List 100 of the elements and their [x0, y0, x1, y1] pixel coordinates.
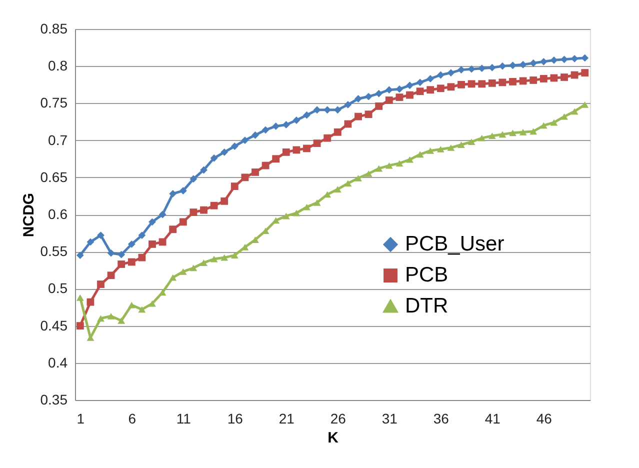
point — [220, 197, 228, 205]
x-tick-label: 46 — [536, 410, 552, 426]
point — [458, 66, 465, 74]
point — [530, 128, 538, 135]
point — [570, 71, 578, 79]
point — [158, 289, 166, 296]
point — [313, 106, 321, 114]
point — [179, 218, 187, 226]
point — [158, 238, 166, 246]
point — [426, 147, 434, 154]
point — [241, 136, 249, 144]
x-tick-label: 16 — [227, 410, 244, 426]
y-tick-label: 0.7 — [48, 132, 68, 148]
y-axis-title: NCDG — [20, 192, 38, 238]
point — [426, 86, 434, 94]
x-tick-label: 11 — [176, 410, 192, 426]
x-tick-label: 31 — [382, 410, 398, 426]
point — [570, 108, 578, 115]
point — [138, 254, 146, 262]
y-tick-label: 0.35 — [40, 392, 68, 408]
point — [550, 119, 558, 126]
x-axis-title: K — [328, 430, 339, 446]
point — [252, 131, 259, 139]
point — [406, 91, 414, 99]
point — [540, 122, 548, 129]
point — [97, 315, 104, 322]
point — [230, 252, 238, 259]
point — [118, 260, 126, 268]
point — [550, 74, 558, 82]
point — [128, 302, 136, 308]
point — [468, 138, 476, 145]
point — [262, 162, 270, 170]
point — [282, 121, 290, 128]
point — [385, 86, 393, 94]
point — [498, 62, 506, 70]
y-tick-label: 0.75 — [40, 94, 68, 111]
point — [169, 274, 177, 281]
point — [128, 258, 136, 266]
point — [416, 78, 424, 86]
point — [488, 132, 496, 140]
point — [426, 75, 434, 82]
point — [375, 165, 383, 172]
point — [292, 146, 300, 154]
y-tick-label: 0.6 — [48, 206, 68, 222]
point — [385, 96, 393, 104]
x-tick-label: 36 — [433, 410, 450, 426]
point — [282, 148, 290, 156]
point — [447, 144, 455, 151]
point — [118, 250, 126, 258]
point — [107, 272, 115, 280]
point — [179, 187, 187, 194]
point — [560, 56, 568, 64]
y-tick-label: 0.4 — [48, 354, 68, 370]
point — [303, 204, 310, 210]
point — [344, 100, 352, 108]
legend-label: DTR — [405, 294, 448, 318]
point — [468, 80, 476, 88]
point — [97, 232, 104, 239]
point — [313, 140, 321, 147]
point — [581, 101, 589, 108]
point — [190, 208, 198, 216]
point — [148, 240, 156, 248]
point — [344, 180, 352, 187]
y-tick-label: 0.8 — [48, 58, 68, 74]
point — [509, 130, 516, 136]
point — [530, 76, 538, 84]
point — [519, 60, 527, 68]
point — [324, 134, 332, 142]
point — [190, 264, 198, 272]
point — [354, 174, 362, 182]
point — [334, 186, 342, 192]
point — [200, 260, 208, 266]
legend-label: PCB_User — [405, 232, 504, 256]
point — [158, 210, 166, 218]
point — [509, 78, 516, 86]
point — [230, 142, 238, 150]
y-tick-label: 0.5 — [48, 280, 68, 296]
point — [447, 83, 455, 91]
point — [478, 80, 486, 88]
point — [406, 82, 414, 90]
point — [97, 280, 104, 288]
point — [488, 79, 496, 87]
point — [313, 199, 321, 206]
y-tick-label: 0.55 — [40, 243, 68, 260]
point — [241, 174, 249, 182]
point — [138, 232, 146, 239]
point — [210, 154, 218, 162]
point — [560, 113, 568, 120]
point — [396, 85, 404, 93]
point — [364, 92, 372, 100]
point — [210, 256, 218, 262]
point — [138, 306, 146, 313]
y-tick-label: 0.45 — [40, 317, 68, 334]
point — [458, 80, 465, 88]
point — [385, 162, 393, 169]
point — [292, 116, 300, 124]
point — [509, 62, 516, 70]
point — [540, 58, 548, 66]
point — [76, 294, 84, 301]
point — [354, 112, 362, 120]
